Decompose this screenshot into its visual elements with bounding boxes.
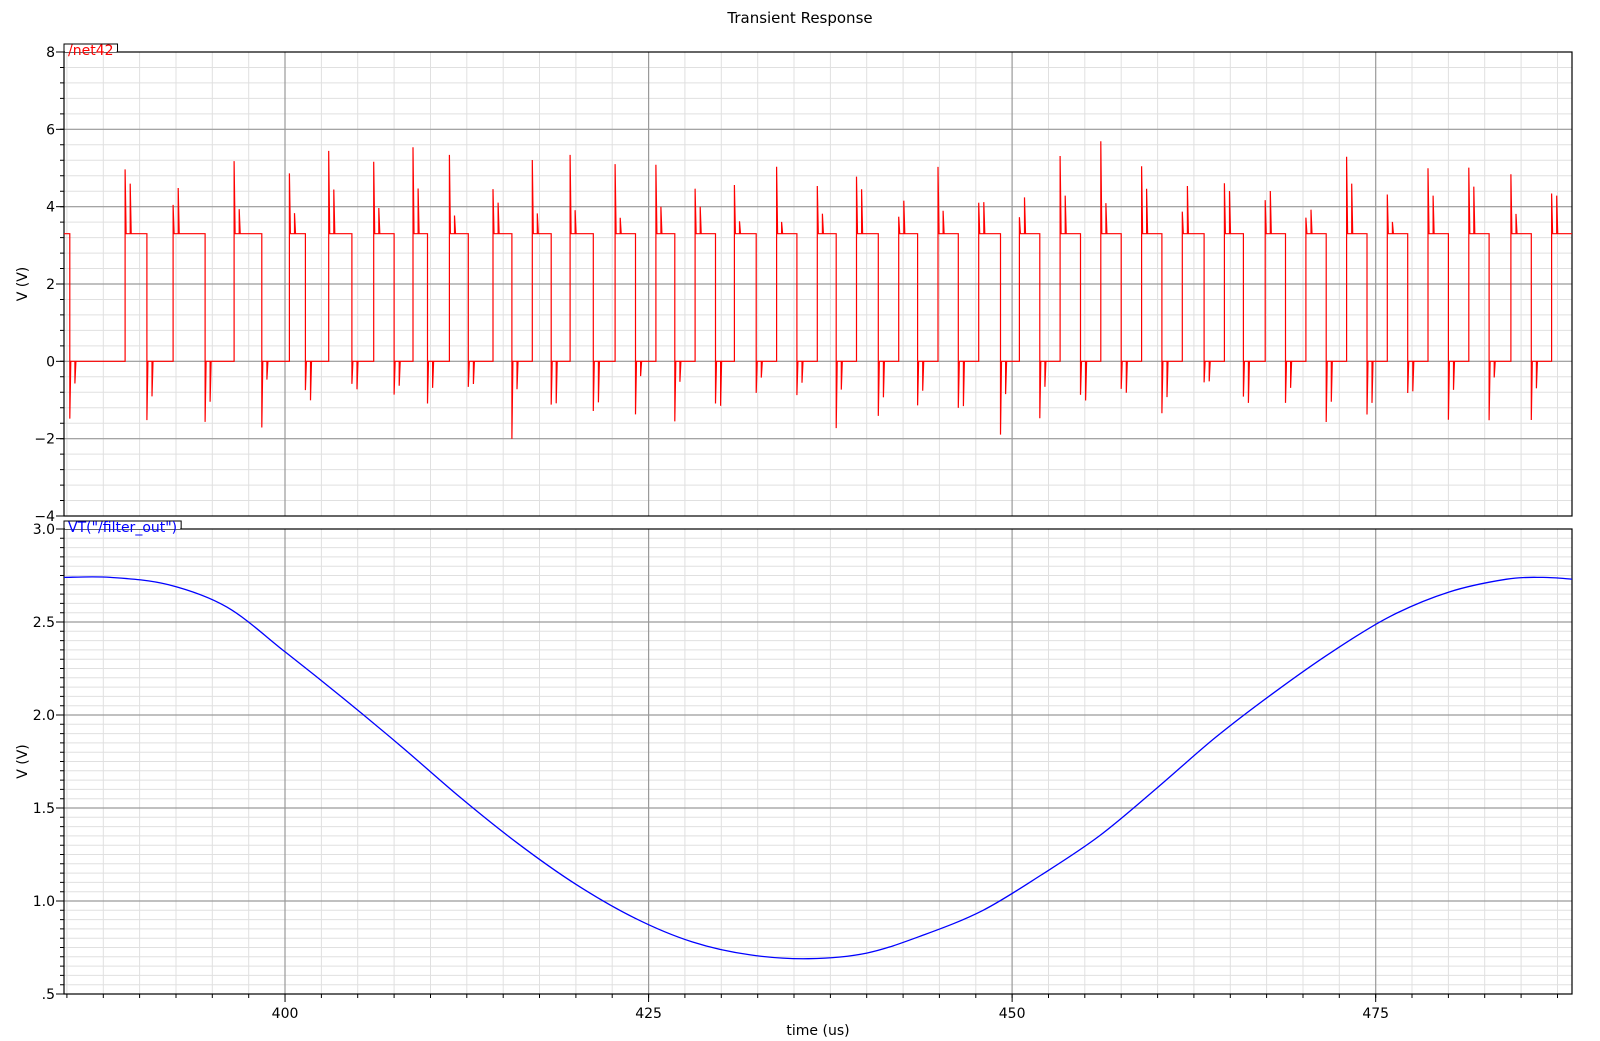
y-tick-label: 0 xyxy=(46,354,55,370)
y-tick-label: 8 xyxy=(46,45,55,61)
x-axis-label: time (us) xyxy=(786,1023,849,1039)
legend-net42: /net42 xyxy=(63,43,119,59)
y-tick-label: −2 xyxy=(34,432,55,448)
net42-series-line xyxy=(64,141,1572,439)
minor-horizontal-grid xyxy=(64,537,1572,986)
x-minor-ticks xyxy=(66,994,1558,998)
y-tick-label: 6 xyxy=(46,122,55,138)
y-tick-label: .5 xyxy=(42,987,55,1003)
plot-frame xyxy=(63,528,1573,995)
y-tick-label: 2.5 xyxy=(33,615,55,631)
y-tick-label: 1.5 xyxy=(33,801,55,817)
legend-label: VT("/filter_out") xyxy=(68,520,177,536)
x-tick-label: 475 xyxy=(1362,1006,1389,1022)
filter-out-series-line xyxy=(63,576,1573,960)
legend-label: /net42 xyxy=(68,43,114,59)
figure-title: Transient Response xyxy=(726,9,872,27)
y-tick-label: 2 xyxy=(46,277,55,293)
major-horizontal-grid xyxy=(64,621,1572,902)
y-tick-label: 4 xyxy=(46,200,55,216)
legend-box xyxy=(63,520,182,535)
y-tick-label: 3.0 xyxy=(33,522,55,538)
legend-bg xyxy=(65,45,117,52)
major-vertical-grid xyxy=(284,529,1377,994)
legend-box xyxy=(63,43,119,58)
x-tick-label: 400 xyxy=(272,1006,299,1022)
y-axis-label: V (V) xyxy=(15,744,31,779)
filter-out-plot[interactable]: 3.0 2.5 2.0 1.5 1.0 .5 V (V) VT("/filter_out") 4… xyxy=(15,520,1573,1039)
y-tick-label: 2.0 xyxy=(33,708,55,724)
y-axis-label: V (V) xyxy=(15,267,31,302)
plot-frame xyxy=(63,51,1573,517)
legend-bg xyxy=(65,522,181,529)
x-tick-label: 450 xyxy=(999,1006,1026,1022)
net42-plot[interactable]: 8 6 4 2 0 −2 −4 V (V) /net42 xyxy=(15,43,1573,525)
y-tick-label: 1.0 xyxy=(33,894,55,910)
legend-filter-out: VT("/filter_out") xyxy=(63,520,182,536)
y-tick-label: −4 xyxy=(34,509,55,525)
x-tick-label: 425 xyxy=(635,1006,662,1022)
